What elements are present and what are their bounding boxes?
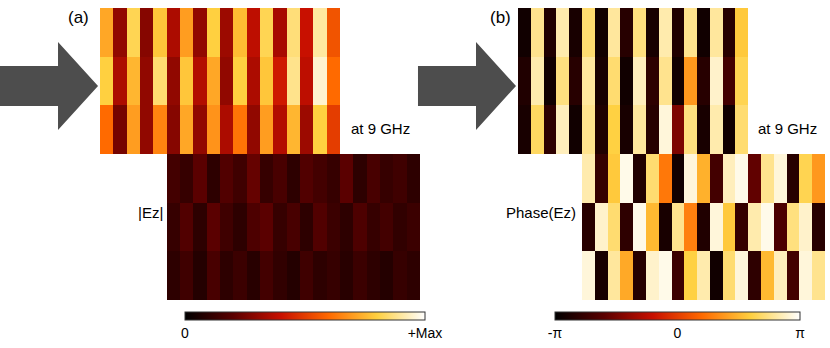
svg-text:0: 0 [674, 325, 682, 341]
svg-text:0: 0 [181, 325, 189, 341]
svg-text:π: π [795, 325, 805, 341]
svg-text:(a): (a) [68, 8, 89, 27]
svg-text:at 9 GHz: at 9 GHz [758, 120, 817, 137]
svg-text:Phase(Ez): Phase(Ez) [506, 204, 576, 221]
svg-text:|Ez|: |Ez| [138, 204, 163, 221]
svg-text:-π: -π [548, 325, 563, 341]
svg-text:+Max: +Max [408, 325, 443, 341]
svg-text:(b): (b) [490, 8, 511, 27]
svg-text:at 9 GHz: at 9 GHz [351, 120, 410, 137]
